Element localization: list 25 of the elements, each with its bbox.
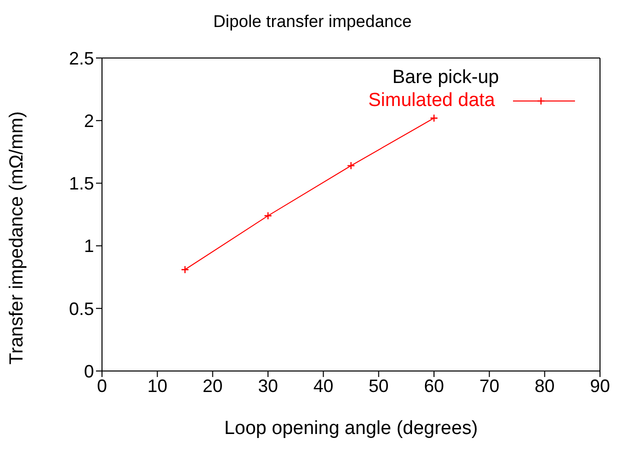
x-tick-label: 60: [424, 376, 444, 396]
x-tick-label: 20: [202, 376, 223, 396]
y-tick-label: 0: [84, 361, 94, 382]
y-tick-label: 1: [84, 236, 94, 256]
x-tick-label: 80: [534, 376, 555, 396]
point: [180, 265, 190, 274]
y-tick-label: 0.5: [68, 298, 94, 319]
x-tick-label: 50: [368, 376, 389, 396]
point: [430, 114, 438, 122]
x-tick-label: 40: [313, 376, 334, 396]
x-tick-label: 30: [258, 376, 278, 396]
y-axis-title: Transfer impedance (mΩ/mm): [6, 111, 28, 364]
x-tick-label: 90: [590, 376, 610, 396]
legend-label: Simulated data: [368, 89, 495, 112]
y-tick-label: 2: [84, 110, 94, 131]
chart-title: Dipole transfer impedance: [212, 11, 413, 32]
legend-title: Bare pick-up: [391, 66, 500, 89]
y-tick-label: 1.5: [68, 174, 94, 194]
point: [264, 212, 272, 220]
x-tick-label: 70: [479, 376, 500, 396]
x-tick-label: 0: [96, 376, 108, 396]
y-tick-label: 2.5: [68, 48, 94, 68]
point: [346, 162, 356, 170]
x-axis-title: Loop opening angle (degrees): [224, 418, 478, 439]
x-tick-label: 10: [147, 376, 168, 396]
